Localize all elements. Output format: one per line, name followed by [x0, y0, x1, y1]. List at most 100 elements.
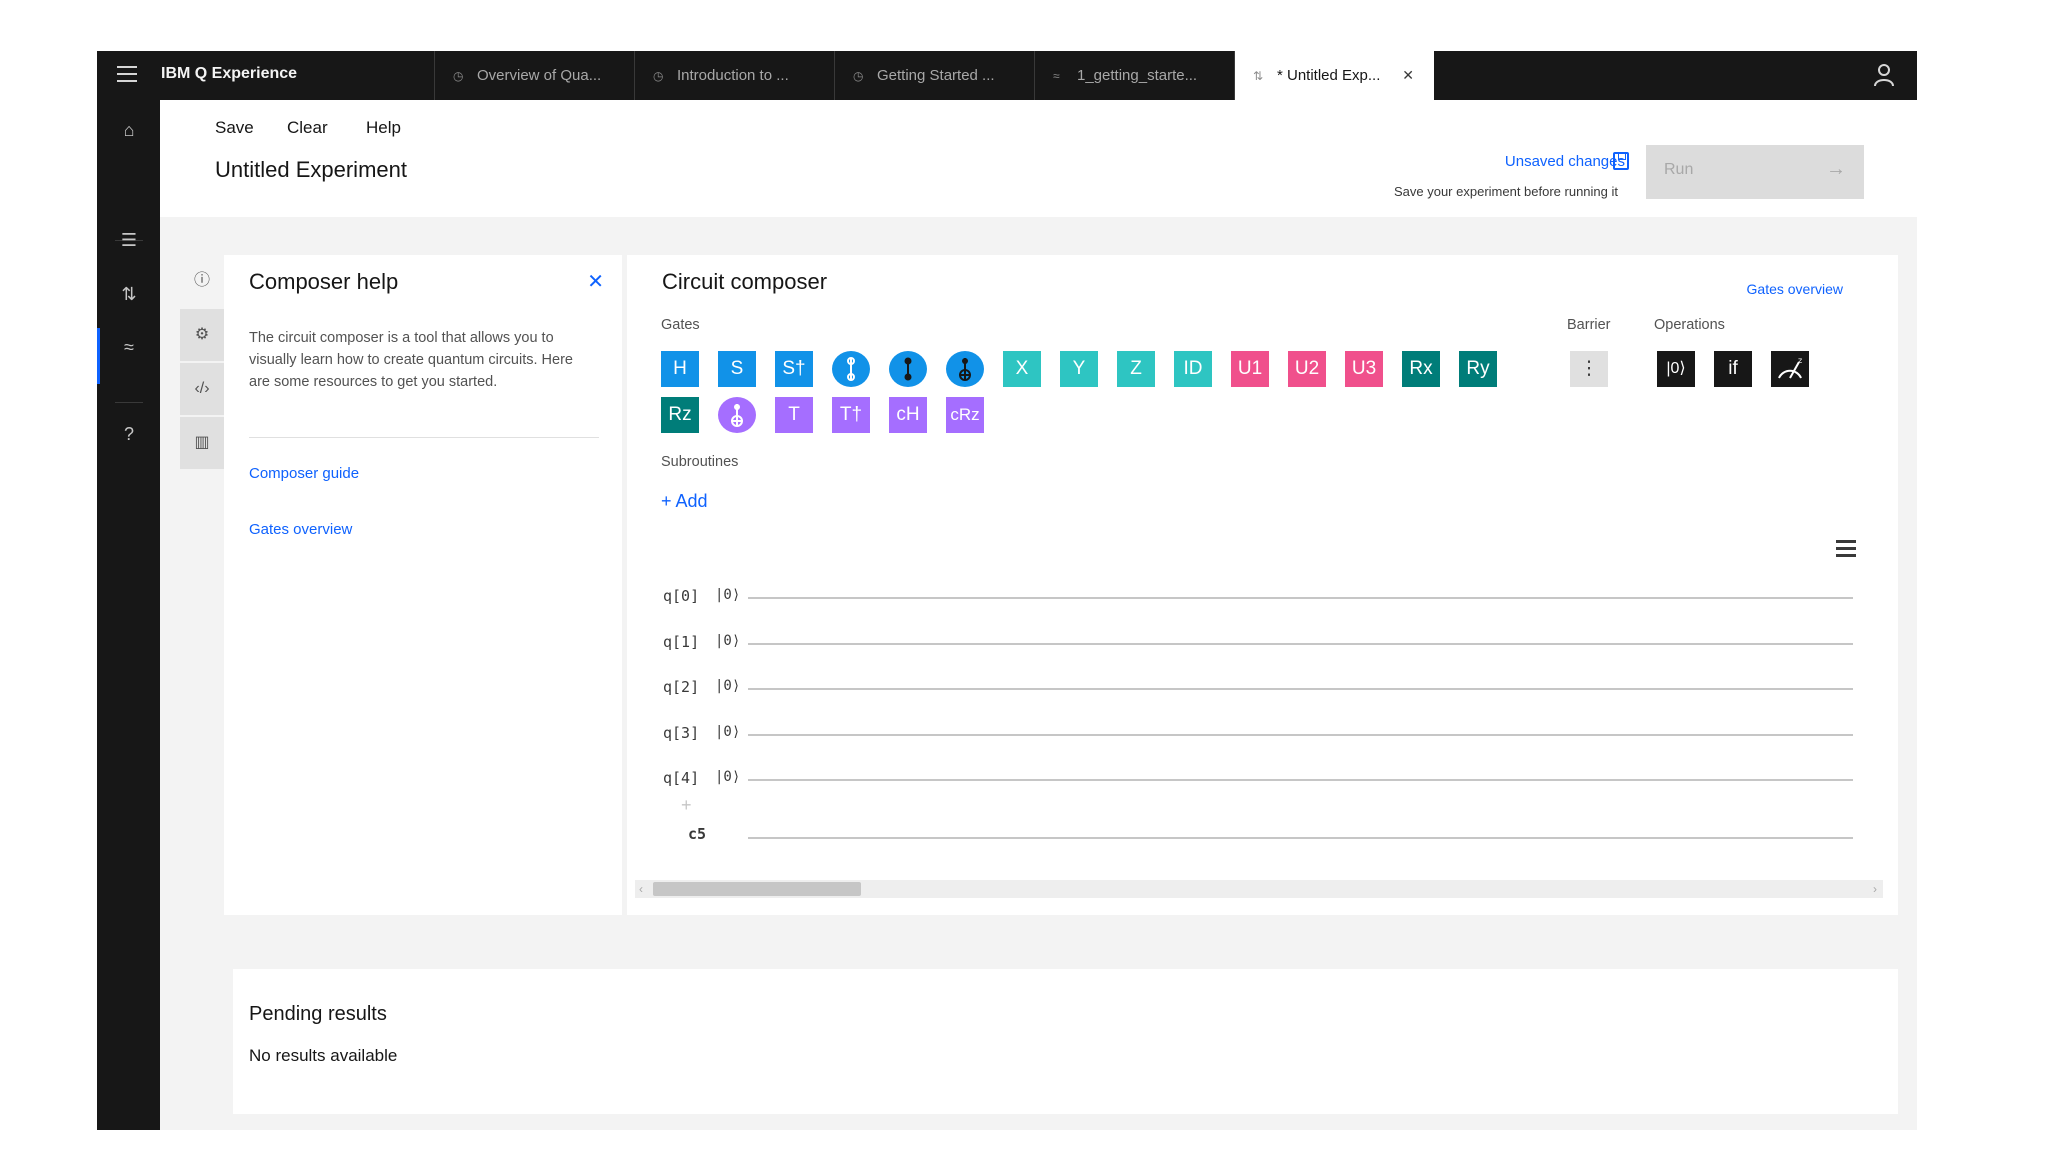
top-bar: IBM Q Experience ◷ Overview of Qua... ◷ In… — [97, 51, 1917, 100]
hamburger-menu-icon[interactable] — [117, 66, 137, 84]
gate-u1[interactable]: U1 — [1231, 351, 1269, 387]
notebook-icon[interactable]: ≈ — [124, 337, 134, 357]
tab-introduction[interactable]: ◷ Introduction to ... — [634, 51, 834, 100]
close-tab-icon[interactable]: ✕ — [1402, 67, 1414, 83]
gate-tdg[interactable]: T† — [832, 397, 870, 433]
qubit-row[interactable]: q[3] |0⟩ — [663, 724, 1853, 744]
qubit-row[interactable]: q[2] |0⟩ — [663, 678, 1853, 698]
tab-getting-started[interactable]: ◷ Getting Started ... — [834, 51, 1034, 100]
gate-toffoli[interactable] — [946, 351, 984, 387]
save-icon[interactable] — [1613, 152, 1629, 170]
gate-y[interactable]: Y — [1060, 351, 1098, 387]
experiment-title[interactable]: Untitled Experiment — [215, 157, 407, 182]
save-menu-button[interactable]: Save — [215, 118, 254, 137]
clear-menu-button[interactable]: Clear — [287, 118, 328, 137]
tab-untitled-experiment[interactable]: ⇅ * Untitled Exp... ✕ — [1234, 51, 1434, 100]
gates-overview-link[interactable]: Gates overview — [249, 521, 353, 538]
chart-icon[interactable]: ▥ — [180, 417, 224, 469]
qubit-wire[interactable] — [748, 597, 1853, 599]
gates-overview-link[interactable]: Gates overview — [1746, 281, 1843, 297]
qubit-initial-state: |0⟩ — [715, 633, 741, 649]
qubit-wire[interactable] — [748, 779, 1853, 781]
gate-controlled-swap[interactable] — [718, 397, 756, 433]
gate-h[interactable]: H — [661, 351, 699, 387]
brand-name[interactable]: IBM Q Experience — [161, 65, 298, 82]
qubit-row[interactable]: q[4] |0⟩ — [663, 769, 1853, 789]
tab-overview[interactable]: ◷ Overview of Qua... — [434, 51, 634, 100]
tab-notebook[interactable]: ≈1_getting_starte... — [1034, 51, 1234, 100]
tab-label: Overview of Qua... — [477, 67, 602, 84]
gate-t[interactable]: T — [775, 397, 813, 433]
scroll-left-icon[interactable]: ‹ — [639, 882, 643, 896]
tab-label: 1_getting_starte... — [1077, 67, 1198, 84]
scroll-right-icon[interactable]: › — [1873, 882, 1877, 896]
composer-icon[interactable]: ⇅ — [121, 284, 137, 304]
measure-operation[interactable]: z — [1771, 351, 1809, 387]
circuit-menu-icon[interactable] — [1836, 540, 1856, 557]
gate-z[interactable]: Z — [1117, 351, 1155, 387]
gate-ch[interactable]: cH — [889, 397, 927, 433]
cnot-icon — [847, 357, 855, 381]
help-description: The circuit composer is a tool that allo… — [249, 330, 573, 390]
gate-u3[interactable]: U3 — [1345, 351, 1383, 387]
info-icon[interactable]: ⓘ — [180, 255, 224, 307]
rail-selection-indicator — [97, 328, 100, 384]
gate-sdg[interactable]: S† — [775, 351, 813, 387]
composer-guide-link[interactable]: Composer guide — [249, 465, 360, 482]
user-icon[interactable] — [1873, 63, 1895, 87]
qubit-wire[interactable] — [748, 643, 1853, 645]
horizontal-scrollbar[interactable]: ‹ › — [635, 880, 1883, 898]
tab-label: Introduction to ... — [677, 67, 789, 84]
qubit-label: q[3] — [663, 724, 700, 742]
classical-register-label: c5 — [688, 825, 707, 843]
gates-label: Gates — [661, 317, 700, 333]
clock-icon: ◷ — [653, 69, 664, 83]
help-menu-button[interactable]: Help — [366, 118, 401, 137]
left-nav-rail: ⌂ ☰ ⇅ ≈ ? — [97, 100, 160, 1130]
rail-divider — [115, 402, 143, 403]
help-icon[interactable]: ? — [123, 424, 134, 444]
composer-title: Circuit composer — [662, 269, 828, 294]
composer-icon: ⇅ — [1253, 69, 1264, 83]
help-title: Composer help — [249, 269, 399, 294]
qubit-row[interactable]: q[0] |0⟩ — [663, 587, 1853, 607]
no-results-text: No results available — [249, 1046, 398, 1065]
qubit-label: q[1] — [663, 633, 700, 651]
qubit-row[interactable]: q[1] |0⟩ — [663, 633, 1853, 653]
barrier-gate[interactable]: ⋮ — [1570, 351, 1608, 387]
qubit-wire[interactable] — [748, 688, 1853, 690]
clock-icon: ◷ — [453, 69, 464, 83]
add-subroutine-link[interactable]: + Add — [661, 491, 708, 511]
gate-crz[interactable]: cRz — [946, 397, 984, 433]
gate-rx[interactable]: Rx — [1402, 351, 1440, 387]
gate-s[interactable]: S — [718, 351, 756, 387]
if-operation[interactable]: if — [1714, 351, 1752, 387]
close-icon[interactable]: ✕ — [587, 271, 604, 293]
qubit-initial-state: |0⟩ — [715, 724, 741, 740]
gate-x[interactable]: X — [1003, 351, 1041, 387]
arrow-right-icon: → — [1826, 158, 1846, 180]
list-icon[interactable]: ☰ — [120, 230, 138, 250]
gate-u2[interactable]: U2 — [1288, 351, 1326, 387]
operations-label: Operations — [1654, 317, 1725, 333]
code-icon[interactable]: ‹/› — [180, 363, 224, 415]
gate-ry[interactable]: Ry — [1459, 351, 1497, 387]
unsaved-changes-link[interactable]: Unsaved changes — [1504, 153, 1625, 170]
notebook-icon: ≈ — [1053, 69, 1060, 83]
gate-id[interactable]: ID — [1174, 351, 1212, 387]
reset-operation[interactable]: |0⟩ — [1657, 351, 1695, 387]
run-button[interactable]: Run → — [1646, 145, 1864, 199]
settings-icon[interactable]: ⚙ — [180, 309, 224, 361]
run-label: Run — [1664, 161, 1694, 178]
rail-divider — [115, 240, 143, 241]
home-icon[interactable]: ⌂ — [123, 120, 135, 140]
scrollbar-thumb[interactable] — [653, 882, 861, 896]
gate-cz[interactable] — [889, 351, 927, 387]
classical-wire[interactable] — [748, 837, 1853, 839]
panel-switcher: ⓘ ⚙ ‹/› ▥ — [180, 255, 224, 475]
gate-rz[interactable]: Rz — [661, 397, 699, 433]
classical-register-row[interactable]: c5 — [663, 825, 1853, 849]
add-register-icon[interactable]: + — [681, 795, 692, 815]
gate-cnot[interactable] — [832, 351, 870, 387]
qubit-wire[interactable] — [748, 734, 1853, 736]
